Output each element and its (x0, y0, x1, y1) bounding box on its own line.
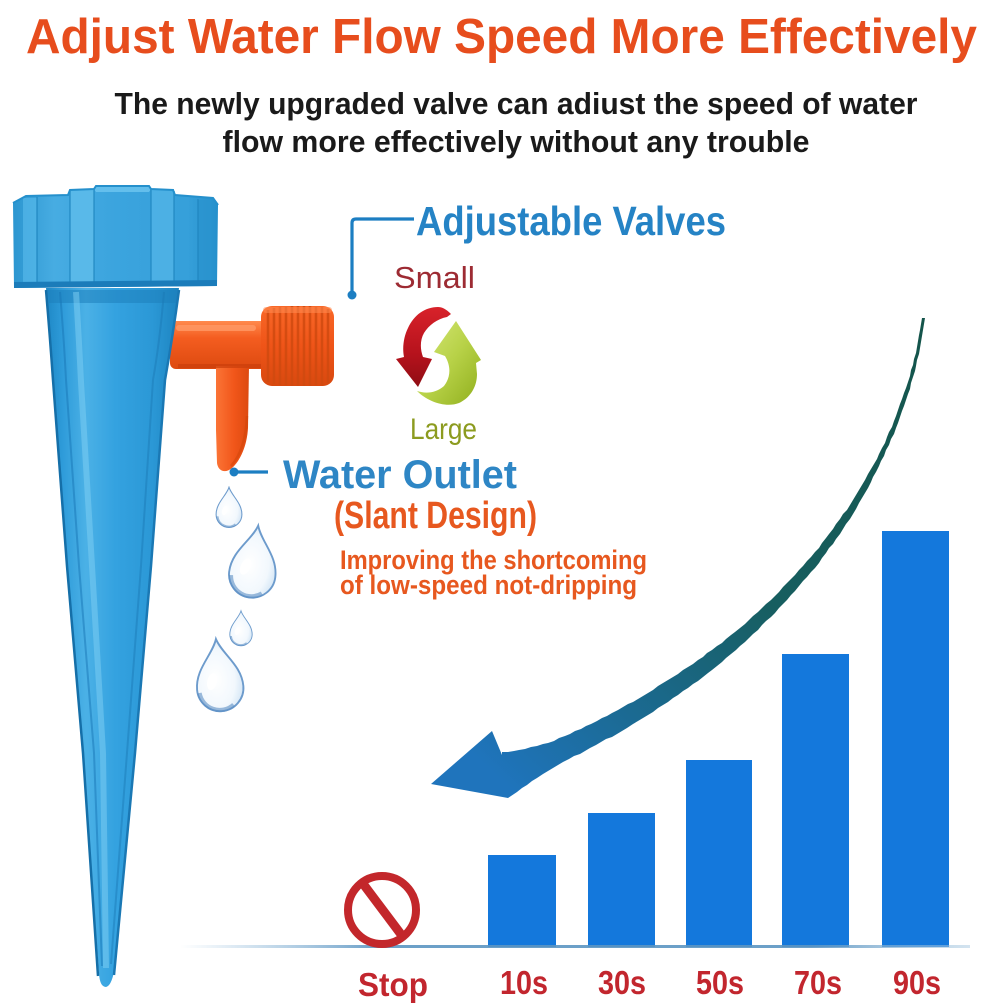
svg-text:flow more effectively without: flow more effectively without any troubl… (223, 124, 810, 159)
svg-text:90s: 90s (893, 964, 941, 1001)
svg-text:10s: 10s (500, 964, 548, 1001)
svg-text:Large: Large (410, 413, 477, 446)
svg-text:(Slant Design): (Slant Design) (334, 495, 537, 537)
svg-text:The newly upgraded valve can a: The newly upgraded valve can adiust the … (115, 86, 918, 121)
svg-text:of low-speed not-dripping: of low-speed not-dripping (340, 570, 637, 600)
svg-text:Adjust Water Flow Speed More E: Adjust Water Flow Speed More Effectively (26, 10, 977, 64)
svg-text:Stop: Stop (358, 966, 428, 1003)
svg-text:30s: 30s (598, 964, 646, 1001)
svg-text:Improving the shortcoming: Improving the shortcoming (340, 545, 647, 575)
svg-text:Water Outlet: Water Outlet (283, 453, 517, 497)
svg-text:Adjustable Valves: Adjustable Valves (416, 198, 726, 244)
svg-text:50s: 50s (696, 964, 744, 1001)
svg-text:70s: 70s (794, 964, 842, 1001)
svg-text:Small: Small (394, 260, 475, 295)
